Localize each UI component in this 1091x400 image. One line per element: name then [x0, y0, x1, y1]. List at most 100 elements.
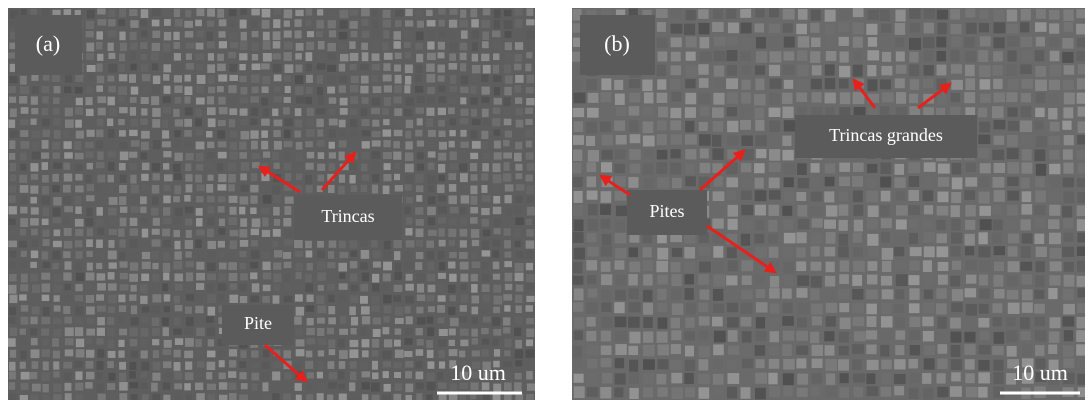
texture — [384, 241, 391, 250]
texture — [120, 175, 126, 183]
texture — [405, 76, 411, 85]
texture — [769, 8, 779, 17]
texture — [1022, 191, 1032, 202]
texture — [713, 289, 723, 301]
texture — [405, 395, 412, 400]
texture — [741, 260, 753, 271]
texture — [130, 339, 138, 346]
texture — [371, 162, 379, 171]
texture — [741, 93, 751, 104]
texture — [867, 234, 878, 246]
texture — [107, 361, 114, 368]
texture — [30, 197, 37, 204]
texture — [349, 382, 355, 391]
texture — [63, 163, 70, 170]
texture — [714, 65, 725, 76]
texture — [152, 263, 158, 269]
texture — [371, 383, 380, 392]
texture — [811, 10, 821, 21]
texture — [979, 23, 989, 32]
texture — [119, 107, 128, 113]
texture — [241, 162, 249, 171]
texture — [361, 164, 367, 172]
texture — [186, 63, 194, 70]
texture — [96, 372, 102, 379]
texture — [755, 178, 764, 189]
texture — [685, 387, 695, 397]
texture — [228, 217, 237, 225]
texture — [174, 362, 181, 371]
texture — [1007, 64, 1017, 75]
texture — [526, 185, 534, 194]
texture — [979, 206, 990, 216]
texture — [163, 263, 170, 272]
texture — [726, 177, 738, 187]
texture — [573, 205, 583, 216]
texture — [867, 261, 877, 271]
texture — [153, 362, 160, 371]
texture — [262, 185, 271, 194]
texture — [417, 96, 425, 103]
texture — [305, 361, 313, 369]
texture — [32, 384, 41, 392]
texture — [459, 20, 468, 28]
texture — [494, 349, 500, 357]
texture — [65, 349, 74, 356]
texture — [372, 64, 380, 71]
texture — [86, 87, 92, 94]
texture — [415, 361, 422, 368]
texture — [152, 63, 158, 70]
texture — [42, 219, 49, 225]
texture — [755, 23, 764, 32]
texture — [96, 162, 104, 168]
texture — [317, 164, 325, 171]
texture — [307, 108, 314, 116]
texture — [240, 119, 248, 125]
texture — [274, 219, 280, 226]
texture — [251, 141, 258, 150]
texture — [839, 37, 849, 46]
texture — [1007, 275, 1018, 286]
texture — [31, 174, 38, 180]
texture — [360, 86, 368, 94]
texture — [394, 41, 401, 49]
texture — [782, 344, 792, 356]
texture — [427, 251, 434, 259]
texture — [151, 52, 159, 60]
texture — [854, 387, 863, 397]
texture — [811, 163, 820, 173]
texture — [895, 78, 905, 88]
texture — [978, 387, 988, 398]
texture — [239, 229, 247, 237]
texture — [881, 36, 891, 45]
texture — [274, 195, 281, 203]
texture — [261, 141, 268, 150]
texture — [339, 361, 345, 369]
texture — [142, 74, 151, 81]
texture — [726, 36, 737, 45]
texture — [726, 9, 736, 19]
texture — [657, 303, 666, 312]
texture — [64, 383, 71, 391]
texture — [240, 273, 248, 280]
texture — [64, 261, 71, 269]
texture — [252, 394, 259, 400]
texture — [881, 316, 893, 327]
texture — [53, 241, 62, 247]
texture — [868, 37, 877, 47]
texture — [86, 329, 95, 336]
texture — [993, 51, 1003, 61]
texture — [670, 120, 681, 130]
texture — [769, 149, 780, 161]
texture — [1077, 219, 1086, 231]
texture — [118, 86, 127, 95]
texture — [141, 362, 149, 371]
scale-label: 10 um — [1012, 360, 1068, 385]
texture — [338, 384, 345, 390]
texture — [9, 76, 17, 83]
texture — [951, 80, 963, 90]
texture — [867, 360, 879, 370]
texture — [85, 382, 92, 389]
texture — [684, 331, 695, 340]
texture — [671, 65, 681, 75]
